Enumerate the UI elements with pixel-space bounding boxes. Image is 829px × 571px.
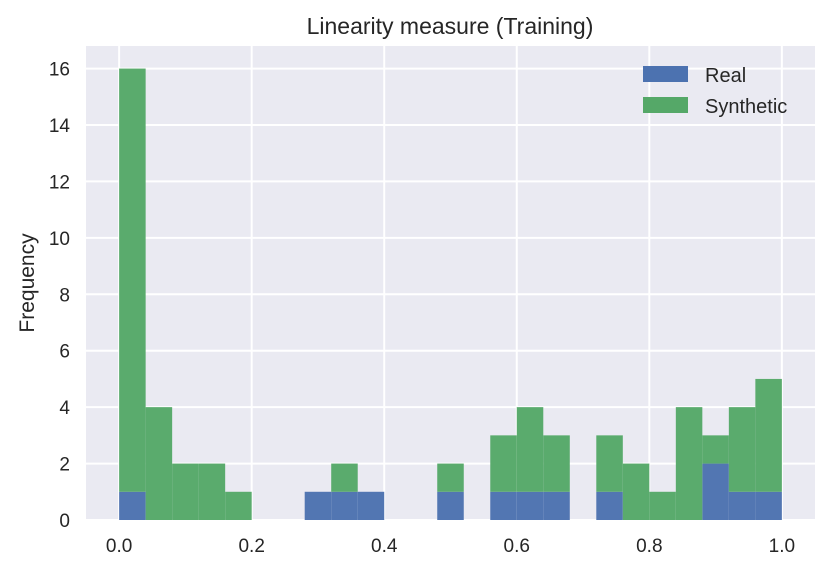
x-tick-label: 0.4 — [371, 536, 398, 557]
y-tick-labels: 0 2 4 6 8 10 12 14 16 — [49, 60, 71, 532]
y-tick-label: 6 — [59, 342, 70, 363]
bar-synthetic-bin-18 — [596, 435, 623, 492]
bar-synthetic-bin-2 — [172, 463, 199, 520]
bar-real-bin-23 — [728, 491, 756, 520]
legend-swatch-synthetic — [643, 97, 688, 113]
bar-synthetic-bin-21 — [675, 407, 703, 520]
bar-real-bin-18 — [596, 491, 623, 520]
bar-real-bin-9 — [357, 491, 385, 520]
bar-real-bin-8 — [331, 491, 358, 520]
bar-real-bin-14 — [490, 491, 517, 520]
bar-real-bin-7 — [304, 491, 332, 520]
bar-synthetic-bin-23 — [728, 407, 756, 492]
y-tick-label: 12 — [49, 172, 70, 193]
bar-real-bin-16 — [543, 491, 570, 520]
bar-real-bin-22 — [702, 463, 729, 520]
y-tick-label: 14 — [49, 116, 71, 137]
bar-synthetic-bin-19 — [622, 463, 650, 520]
x-tick-labels: 0.0 0.2 0.4 0.6 0.8 1.0 — [106, 536, 795, 557]
bar-synthetic-bin-0 — [119, 68, 146, 492]
bar-synthetic-bin-12 — [437, 463, 464, 492]
x-tick-label: 0.0 — [106, 536, 132, 557]
bar-synthetic-bin-20 — [649, 491, 676, 520]
bar-synthetic-bin-14 — [490, 435, 517, 492]
bar-synthetic-bin-1 — [145, 407, 173, 520]
legend: Real Synthetic — [643, 65, 787, 118]
bar-real-bin-24 — [755, 491, 782, 520]
chart-title: Linearity measure (Training) — [307, 13, 594, 39]
x-tick-label: 0.2 — [238, 536, 264, 557]
x-tick-label: 0.8 — [636, 536, 662, 557]
legend-label-synthetic: Synthetic — [705, 96, 787, 118]
y-tick-label: 0 — [59, 511, 70, 532]
bar-synthetic-bin-16 — [543, 435, 570, 492]
x-tick-label: 1.0 — [769, 536, 795, 557]
bar-real-bin-0 — [119, 491, 146, 520]
bar-synthetic-bin-24 — [755, 378, 782, 492]
y-tick-label: 4 — [59, 398, 70, 419]
bar-synthetic-bin-8 — [331, 463, 358, 492]
bar-synthetic-bin-3 — [198, 463, 226, 520]
y-tick-label: 2 — [59, 455, 70, 476]
bar-synthetic-bin-22 — [702, 435, 729, 464]
bars — [119, 68, 782, 520]
bar-real-bin-12 — [437, 491, 464, 520]
y-tick-label: 16 — [49, 60, 70, 81]
legend-swatch-real — [643, 66, 688, 82]
y-tick-label: 8 — [59, 285, 70, 306]
bar-synthetic-bin-15 — [516, 407, 544, 492]
bar-synthetic-bin-4 — [225, 491, 252, 520]
y-axis-label: Frequency — [16, 233, 39, 333]
y-tick-label: 10 — [49, 229, 70, 250]
legend-label-real: Real — [705, 65, 746, 87]
x-tick-label: 0.6 — [504, 536, 530, 557]
bar-real-bin-15 — [516, 491, 544, 520]
